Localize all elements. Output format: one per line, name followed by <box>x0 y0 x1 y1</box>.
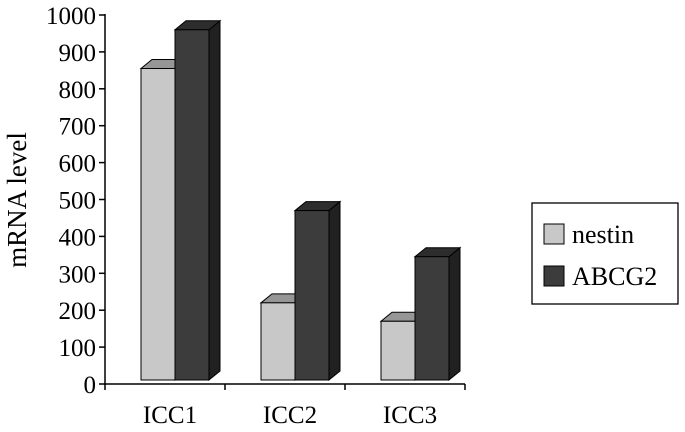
y-tick-label: 300 <box>59 261 97 288</box>
y-tick-label: 900 <box>59 40 97 67</box>
y-tick-label: 600 <box>59 151 97 178</box>
legend-label-nestin: nestin <box>572 220 634 249</box>
y-tick-label: 800 <box>59 77 97 104</box>
legend: nestin ABCG2 <box>531 202 679 305</box>
legend-swatch-ABCG2 <box>543 265 565 287</box>
bars <box>139 19 462 382</box>
y-axis: 0 100 200 300 400 500 600 700 800 900 1000 <box>46 3 106 399</box>
x-axis: ICC1 ICC2 ICC3 <box>104 383 466 429</box>
y-tick-label: 0 <box>84 372 97 399</box>
x-tick-label: ICC2 <box>263 402 317 429</box>
y-tick-label: 400 <box>59 224 97 251</box>
bar-front <box>174 29 210 381</box>
legend-box <box>531 202 679 305</box>
y-tick-label: 700 <box>59 114 97 141</box>
x-tick-label: ICC3 <box>383 402 437 429</box>
y-tick-label: 100 <box>59 335 97 362</box>
bar-ABCG2-ICC1 <box>173 19 222 382</box>
x-tick-label: ICC1 <box>143 402 197 429</box>
bar-side <box>328 200 341 382</box>
y-tick-label: 500 <box>59 188 97 215</box>
bar-side <box>208 19 221 382</box>
bar-front <box>380 320 416 381</box>
bar-ABCG2-ICC3 <box>413 246 462 382</box>
y-tick-label: 1000 <box>46 3 96 30</box>
bar-front <box>260 302 296 381</box>
legend-label-ABCG2: ABCG2 <box>572 262 657 291</box>
bar-front <box>294 210 330 381</box>
y-axis-title: mRNA level <box>2 132 32 268</box>
bar-side <box>448 246 461 382</box>
legend-swatch-nestin <box>543 223 565 245</box>
bar-ABCG2-ICC2 <box>293 200 342 382</box>
y-tick-label: 200 <box>59 298 97 325</box>
bar-front <box>414 256 450 381</box>
bar-front <box>140 68 176 381</box>
